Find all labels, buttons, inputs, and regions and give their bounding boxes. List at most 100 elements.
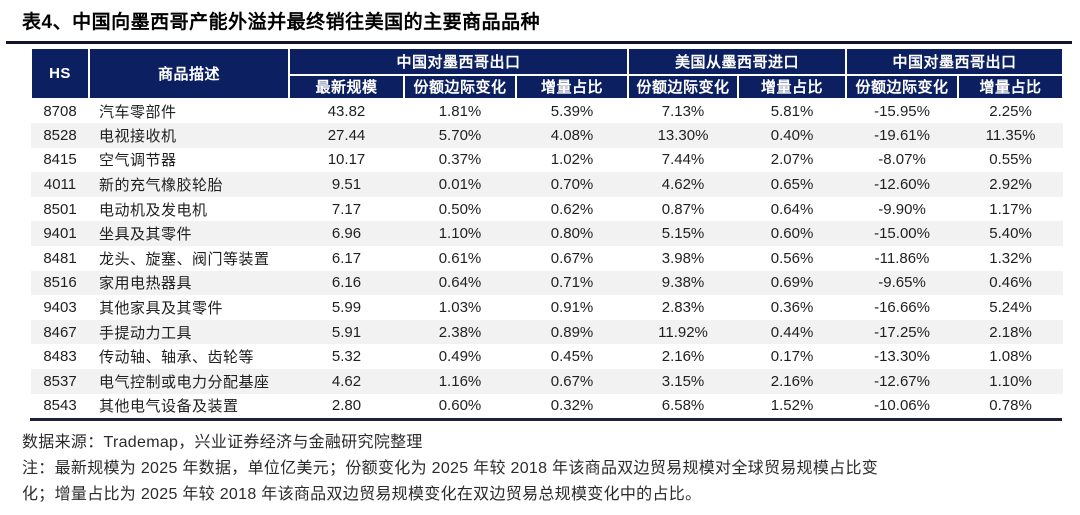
- trade-table: HS 商品描述 中国对墨西哥出口 美国从墨西哥进口 中国对墨西哥出口 最新规模 …: [30, 46, 1065, 419]
- value-cell: 0.32%: [550, 397, 594, 415]
- value-cell: 0.89%: [550, 323, 594, 341]
- title-divider: [6, 41, 1072, 44]
- value-cell: 11.92%: [658, 323, 708, 341]
- header-sub-row: 最新规模 份额边际变化 增量占比 份额边际变化 增量占比 份额边际变化 增量占比: [31, 73, 1065, 100]
- value-cell: 0.55%: [989, 151, 1032, 169]
- value-cell: 2.18%: [989, 323, 1032, 341]
- header-group-us-mexico-import: 美国从墨西哥进口: [627, 46, 848, 76]
- hs-code: 8708: [43, 102, 77, 120]
- footnote-line-1: 注：最新规模为 2025 年数据，单位亿美元；份额变化为 2025 年较 201…: [22, 460, 879, 478]
- value-cell: -16.66%: [874, 299, 930, 317]
- value-cell: 0.36%: [770, 299, 814, 317]
- table-row: 9403 其他家具及其零件 5.99 1.03% 0.91% 2.83% 0.36% -16.…: [31, 295, 1063, 320]
- value-cell: 0.78%: [989, 397, 1032, 415]
- value-cell: 0.01%: [438, 176, 482, 194]
- value-cell: -19.61%: [874, 126, 930, 144]
- product-desc: 龙头、旋塞、阀门等装置: [99, 250, 270, 268]
- value-cell: 4.08%: [550, 126, 594, 144]
- hs-code: 8467: [43, 323, 77, 341]
- product-desc: 手提动力工具: [99, 324, 193, 342]
- value-cell: 1.03%: [438, 299, 482, 317]
- product-desc: 坐具及其零件: [99, 226, 193, 244]
- value-cell: -15.95%: [874, 102, 930, 120]
- header-increment-share-3: 增量占比: [957, 73, 1065, 100]
- hs-code: 9401: [43, 225, 77, 243]
- header-product-desc: 商品描述: [88, 46, 290, 100]
- product-desc: 其他电气设备及装置: [99, 398, 239, 416]
- value-cell: 0.64%: [438, 274, 482, 292]
- value-cell: -9.90%: [878, 200, 926, 218]
- product-desc: 电气控制或电力分配基座: [99, 373, 270, 391]
- value-cell: 1.10%: [438, 225, 482, 243]
- table-row: 8501 电动机及发电机 7.17 0.50% 0.62% 0.87% 0.64% -9.90…: [31, 197, 1063, 222]
- table-row: 8708 汽车零部件 43.82 1.81% 5.39% 7.13% 5.81% -15.95…: [31, 99, 1063, 124]
- value-cell: -11.86%: [874, 249, 930, 267]
- value-cell: 0.64%: [770, 200, 814, 218]
- hs-code: 4011: [43, 176, 77, 194]
- value-cell: 0.87%: [661, 200, 705, 218]
- value-cell: 2.07%: [770, 151, 814, 169]
- table-footer: 数据来源：Trademap，兴业证券经济与金融研究院整理 注：最新规模为 202…: [22, 430, 1080, 508]
- value-cell: 0.56%: [770, 249, 814, 267]
- value-cell: 5.39%: [550, 102, 594, 120]
- hs-code: 8537: [43, 372, 77, 390]
- value-cell: 0.45%: [550, 348, 594, 366]
- header-share-change-3: 份额边际变化: [845, 73, 960, 100]
- value-cell: 2.80: [331, 397, 362, 415]
- value-cell: 0.80%: [550, 225, 594, 243]
- value-cell: 1.08%: [989, 348, 1032, 366]
- value-cell: 2.38%: [438, 323, 482, 341]
- value-cell: 0.67%: [550, 249, 594, 267]
- value-cell: 1.52%: [770, 397, 814, 415]
- value-cell: 2.92%: [989, 176, 1032, 194]
- value-cell: 4.62%: [661, 176, 705, 194]
- value-cell: 0.44%: [770, 323, 814, 341]
- value-cell: 2.16%: [661, 348, 705, 366]
- hs-code: 8543: [43, 397, 77, 415]
- value-cell: 1.17%: [989, 200, 1032, 218]
- value-cell: 0.60%: [438, 397, 482, 415]
- value-cell: 5.40%: [989, 225, 1032, 243]
- value-cell: 0.60%: [770, 225, 814, 243]
- header-group-china-mexico-export: 中国对墨西哥出口: [287, 46, 630, 76]
- value-cell: 0.46%: [989, 274, 1032, 292]
- value-cell: 0.71%: [550, 274, 594, 292]
- value-cell: 6.17: [331, 249, 362, 267]
- value-cell: -10.06%: [874, 397, 930, 415]
- value-cell: 11.35%: [985, 126, 1036, 144]
- table-row: 8467 手提动力工具 5.91 2.38% 0.89% 11.92% 0.44% -17.2…: [31, 319, 1064, 345]
- value-cell: -12.60%: [874, 176, 930, 194]
- footnote-line-2: 化；增量占比为 2025 年较 2018 年该商品双边贸易规模变化在双边贸易总规…: [22, 486, 702, 504]
- value-cell: 3.15%: [661, 372, 705, 390]
- value-cell: 2.16%: [770, 372, 814, 390]
- value-cell: 5.99: [331, 299, 362, 317]
- value-cell: 0.91%: [550, 299, 594, 317]
- header-share-change-2: 份额边际变化: [627, 73, 740, 100]
- value-cell: 0.67%: [550, 372, 594, 390]
- table-row: 8415 空气调节器 10.17 0.37% 1.02% 7.44% 2.07% -8.07%…: [31, 148, 1063, 173]
- value-cell: 0.65%: [770, 176, 814, 194]
- value-cell: 3.98%: [661, 249, 705, 267]
- value-cell: 0.62%: [550, 200, 594, 218]
- table-title: 表4、中国向墨西哥产能外溢并最终销往美国的主要商品品种: [22, 12, 541, 33]
- value-cell: 27.44: [327, 126, 366, 144]
- table-row: 8528 电视接收机 27.44 5.70% 4.08% 13.30% 0.40% -19.6…: [31, 123, 1064, 148]
- product-desc: 电视接收机: [99, 127, 177, 145]
- value-cell: 0.49%: [438, 348, 482, 366]
- header-latest-scale: 最新规模: [288, 73, 405, 100]
- hs-code: 9403: [43, 299, 77, 317]
- header-hs: HS: [30, 46, 90, 100]
- value-cell: -17.25%: [874, 323, 930, 341]
- value-cell: -12.67%: [874, 372, 930, 390]
- value-cell: 2.83%: [661, 299, 705, 317]
- hs-code: 8516: [43, 274, 77, 292]
- value-cell: 7.17: [331, 200, 362, 218]
- value-cell: 9.51: [331, 176, 362, 194]
- product-desc: 其他家具及其零件: [99, 300, 224, 318]
- value-cell: 1.02%: [550, 151, 594, 169]
- value-cell: 4.62: [331, 372, 362, 390]
- value-cell: 5.70%: [438, 126, 482, 144]
- value-cell: 1.81%: [438, 102, 482, 120]
- product-desc: 汽车零部件: [99, 103, 177, 121]
